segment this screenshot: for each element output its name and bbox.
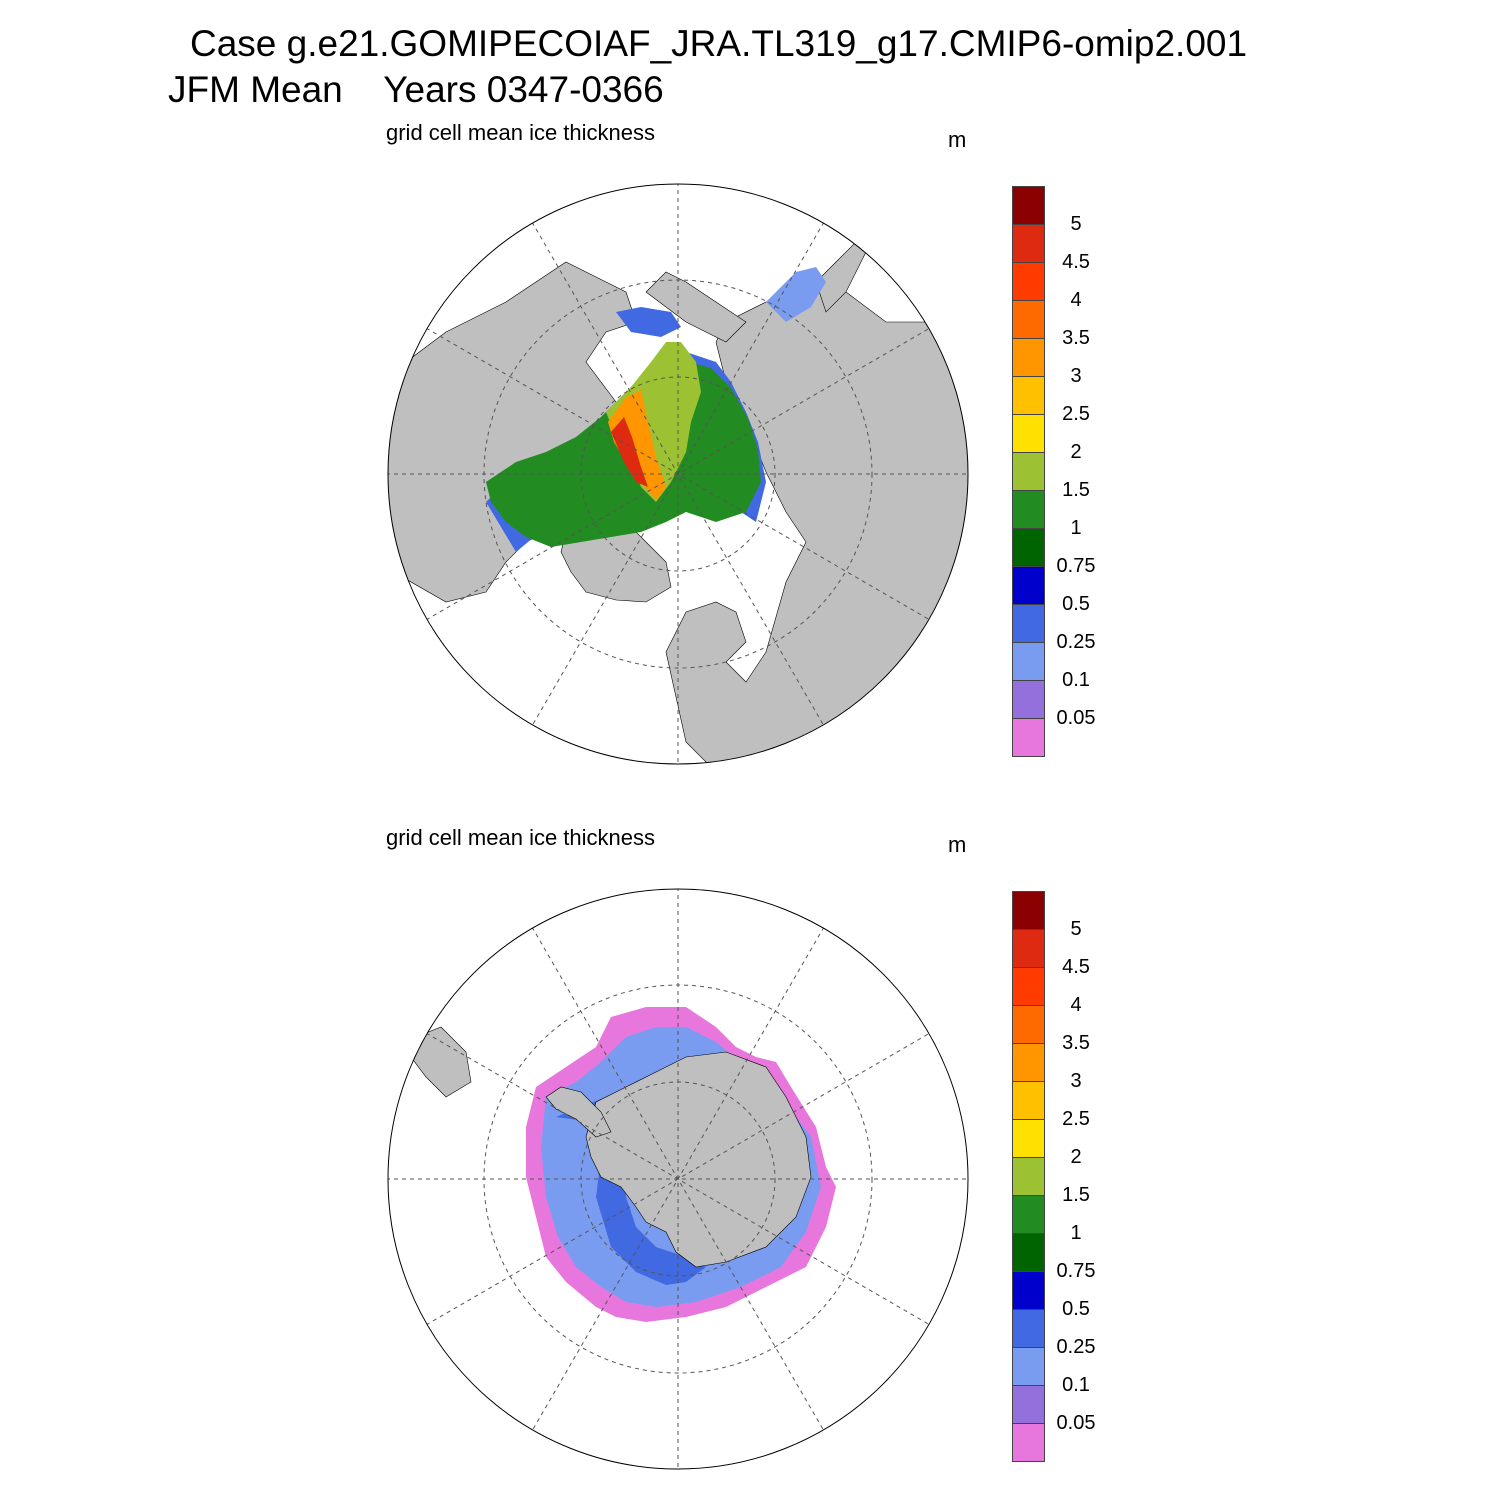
north-colorbar-label: 2.5	[1062, 403, 1090, 425]
north-colorbar-label: 4	[1070, 289, 1082, 311]
south-colorbar-swatch	[1012, 1081, 1045, 1120]
south-colorbar-swatch	[1012, 1195, 1045, 1234]
south-colorbar-swatch	[1012, 1385, 1045, 1424]
north-colorbar-label: 0.25	[1056, 631, 1096, 653]
south-colorbar-label: 1.5	[1062, 1184, 1090, 1206]
season-label: JFM Mean	[168, 69, 343, 110]
north-colorbar-label: 1.5	[1062, 479, 1090, 501]
north-ice-thick-core	[608, 390, 666, 500]
north-polar-map	[387, 183, 969, 765]
south-colorbar-swatch	[1012, 1005, 1045, 1044]
north-colorbar-swatch	[1012, 376, 1045, 415]
north-colorbar-label: 0.5	[1062, 593, 1090, 615]
south-colorbar-label: 0.75	[1056, 1260, 1096, 1282]
north-colorbar-swatch	[1012, 262, 1045, 301]
north-colorbar-swatch	[1012, 224, 1045, 263]
period-title: JFM Mean Years 0347-0366	[168, 70, 664, 110]
north-colorbar-label: 0.75	[1056, 555, 1096, 577]
north-colorbar-swatch	[1012, 338, 1045, 377]
south-colorbar-label: 0.1	[1062, 1374, 1090, 1396]
south-graticule	[388, 889, 968, 1469]
south-colorbar-label: 5	[1070, 918, 1082, 940]
north-colorbar-swatch	[1012, 604, 1045, 643]
south-colorbar-swatch	[1012, 1043, 1045, 1082]
south-colorbar-swatch	[1012, 929, 1045, 968]
south-colorbar-label: 4.5	[1062, 956, 1090, 978]
north-colorbar-label: 3	[1070, 365, 1082, 387]
south-colorbar-label: 3.5	[1062, 1032, 1090, 1054]
north-panel-title: grid cell mean ice thickness	[386, 120, 656, 145]
north-colorbar-label: 4.5	[1062, 251, 1090, 273]
north-colorbar-swatch	[1012, 186, 1045, 225]
north-colorbar-label: 1	[1070, 517, 1082, 539]
south-peninsula-land	[545, 1086, 612, 1138]
south-colorbar: 5 4.5 4 3.5 3 2.5 2 1.5 1 0.75 0.5 0.25 0.1 0.05	[1012, 891, 1112, 1463]
north-colorbar-swatch	[1012, 300, 1045, 339]
south-colorbar-label: 4	[1070, 994, 1082, 1016]
north-okhotsk-ice	[766, 267, 826, 322]
south-colorbar-swatch	[1012, 967, 1045, 1006]
north-colorbar-label: 2	[1070, 441, 1082, 463]
north-units-label: m	[948, 127, 967, 152]
south-colorbar-swatch	[1012, 1233, 1045, 1272]
north-colorbar-swatch	[1012, 414, 1045, 453]
south-colorbar-label: 0.05	[1056, 1412, 1096, 1434]
north-colorbar-swatch	[1012, 452, 1045, 491]
south-colorbar-label: 2	[1070, 1146, 1082, 1168]
south-colorbar-swatch	[1012, 1423, 1045, 1462]
south-colorbar-label: 0.25	[1056, 1336, 1096, 1358]
south-colorbar-swatch	[1012, 891, 1045, 930]
title-gap	[343, 69, 383, 110]
north-ice-central-pack	[606, 342, 701, 502]
north-colorbar: 5 4.5 4 3.5 3 2.5 2 1.5 1 0.75 0.5 0.25 0.1 0.05	[1012, 186, 1112, 758]
north-colorbar-label: 3.5	[1062, 327, 1090, 349]
south-colorbar-swatch	[1012, 1119, 1045, 1158]
case-title: Case g.e21.GOMIPECOIAF_JRA.TL319_g17.CMI…	[190, 23, 1248, 64]
south-colorbar-label: 0.5	[1062, 1298, 1090, 1320]
south-colorbar-swatch	[1012, 1309, 1045, 1348]
north-ice-thickest	[611, 417, 648, 487]
north-graticule	[388, 184, 968, 764]
north-colorbar-swatch	[1012, 642, 1045, 681]
south-antarctica-land	[585, 1051, 812, 1268]
north-map-boundary	[387, 183, 969, 765]
north-colorbar-label: 5	[1070, 213, 1082, 235]
north-colorbar-label: 0.05	[1056, 707, 1096, 729]
north-colorbar-swatch	[1012, 566, 1045, 605]
south-colorbar-swatch	[1012, 1271, 1045, 1310]
south-colorbar-label: 1	[1070, 1222, 1082, 1244]
south-panel-title: grid cell mean ice thickness	[386, 825, 656, 850]
years-label: Years 0347-0366	[383, 69, 664, 110]
south-colorbar-swatch	[1012, 1157, 1045, 1196]
south-colorbar-label: 2.5	[1062, 1108, 1090, 1130]
north-colorbar-swatch	[1012, 490, 1045, 529]
north-colorbar-swatch	[1012, 718, 1045, 757]
south-units-label: m	[948, 832, 967, 857]
south-polar-map	[387, 888, 969, 1470]
north-alaska-land	[645, 271, 747, 343]
north-colorbar-swatch	[1012, 528, 1045, 567]
north-colorbar-label: 0.1	[1062, 669, 1090, 691]
north-colorbar-swatch	[1012, 680, 1045, 719]
south-colorbar-swatch	[1012, 1347, 1045, 1386]
south-colorbar-label: 3	[1070, 1070, 1082, 1092]
north-bering-ice	[616, 307, 681, 337]
south-map-boundary	[387, 888, 969, 1470]
